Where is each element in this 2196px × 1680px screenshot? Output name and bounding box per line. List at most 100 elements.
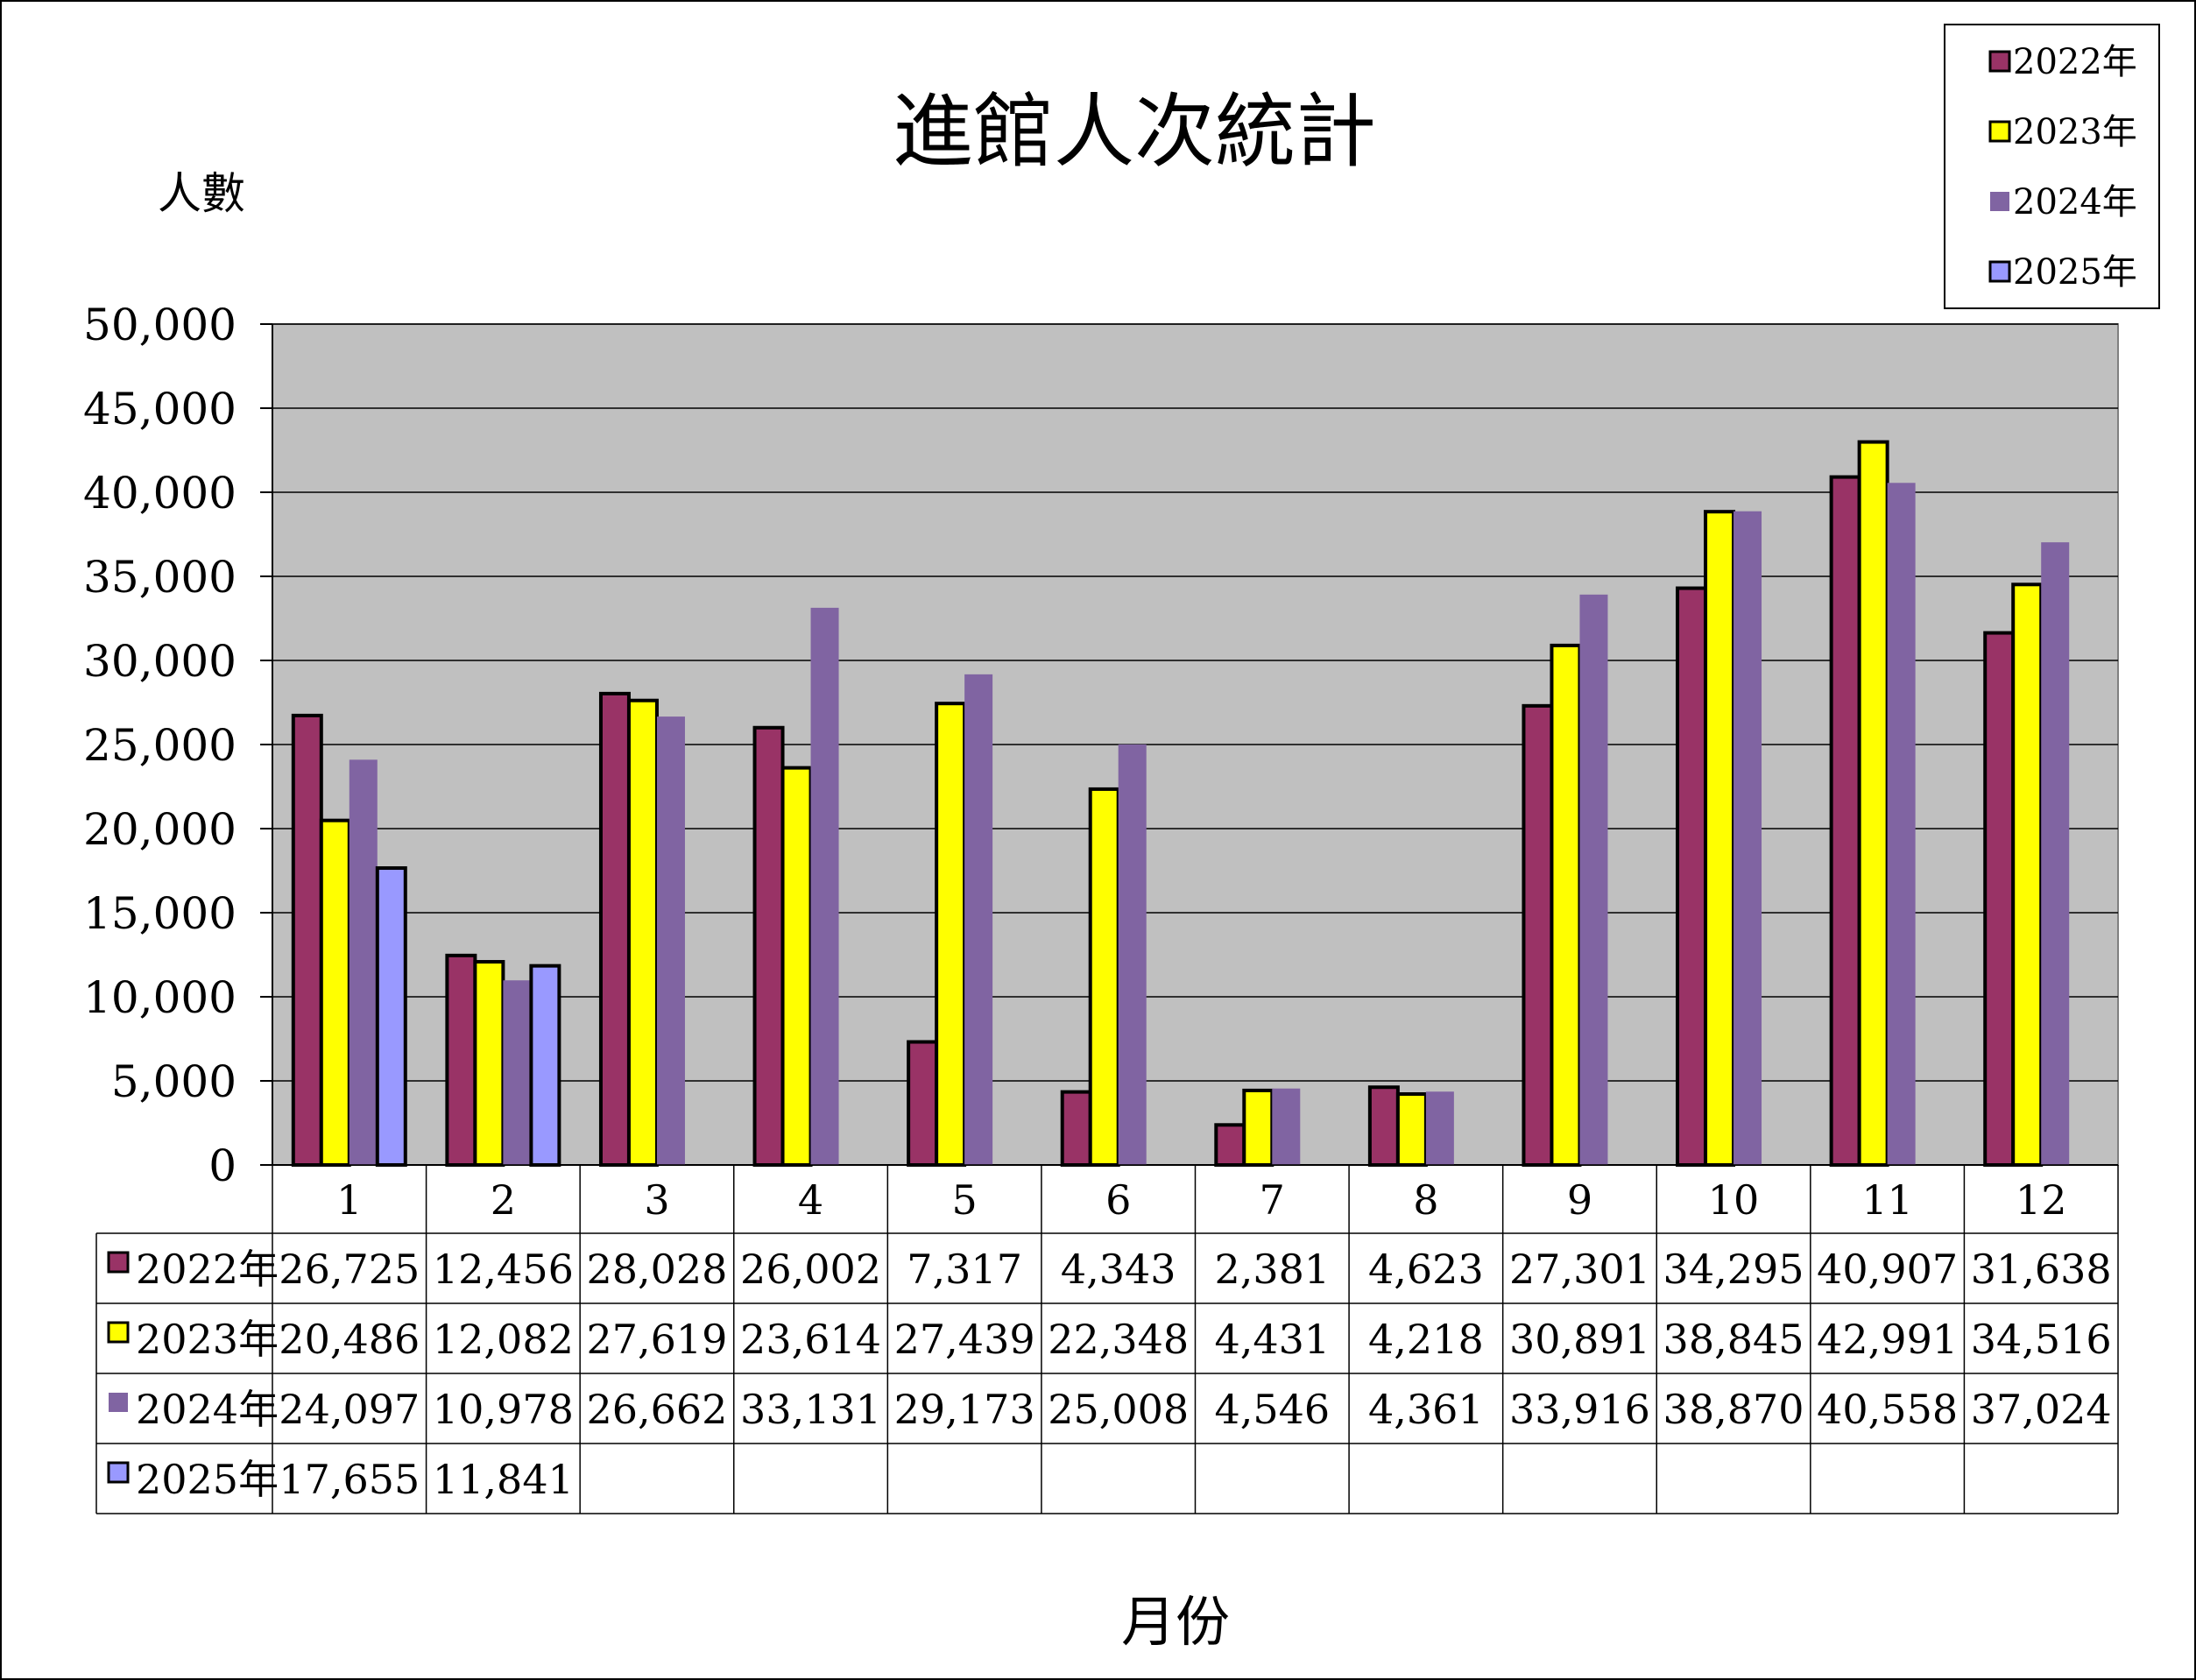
y-tick-label: 50,000 (83, 300, 237, 350)
bar-2022年-9 (1522, 703, 1554, 1167)
bar-2023年-11 (1857, 440, 1889, 1167)
data-label: 2,381 (1214, 1246, 1330, 1293)
bar-2023年-10 (1704, 510, 1736, 1167)
chart-title: 進館人次統計 (893, 85, 1376, 179)
data-label: 34,516 (1971, 1316, 2112, 1363)
bar-2023年-5 (935, 702, 967, 1167)
legend-label: 2025年 (2013, 252, 2137, 293)
data-label: 42,991 (1817, 1316, 1958, 1363)
x-axis-label: 月份 (1121, 1590, 1230, 1654)
x-tick-label: 4 (798, 1176, 823, 1224)
y-tick-label: 45,000 (83, 384, 237, 434)
bar-2023年-9 (1550, 643, 1582, 1167)
data-label: 38,845 (1663, 1316, 1804, 1363)
legend-swatch-2024年 (1990, 192, 2009, 211)
bar-2023年-3 (626, 698, 659, 1167)
data-label: 20,486 (279, 1316, 420, 1363)
bar-2024年-9 (1579, 594, 1608, 1165)
bar-2022年-11 (1829, 475, 1861, 1167)
data-label: 29,173 (894, 1386, 1035, 1433)
data-label: 30,891 (1509, 1316, 1650, 1363)
bar-2024年-1 (349, 759, 378, 1165)
bar-2025年-1 (375, 866, 407, 1167)
bar-2024年-6 (1118, 744, 1147, 1165)
x-tick-label: 9 (1567, 1176, 1592, 1224)
table-legend-key-2023年 (107, 1321, 130, 1344)
bar-2024年-11 (1887, 483, 1916, 1165)
bar-2023年-1 (319, 818, 351, 1168)
data-label: 10,978 (433, 1386, 574, 1433)
data-label: 4,343 (1061, 1246, 1176, 1293)
table-row-label: 2022年 (136, 1246, 279, 1293)
bar-2023年-12 (2011, 582, 2044, 1167)
data-label: 24,097 (279, 1386, 420, 1433)
data-label: 34,295 (1663, 1246, 1804, 1293)
table-row-label: 2023年 (136, 1316, 279, 1363)
bar-2023年-7 (1242, 1088, 1275, 1168)
bar-2023年-2 (473, 960, 505, 1168)
legend: 2022年 2023年 2024年 2025年 (1944, 24, 2160, 309)
bar-2023年-6 (1088, 787, 1120, 1167)
bar-2024年-3 (656, 716, 685, 1165)
bar-2024年-12 (2041, 542, 2070, 1165)
x-tick-label: 11 (1861, 1176, 1913, 1224)
table-legend-key-2025年 (107, 1461, 130, 1484)
data-label: 28,028 (586, 1246, 727, 1293)
bar-2024年-7 (1272, 1088, 1301, 1165)
bar-2022年-4 (752, 725, 785, 1167)
data-label: 11,841 (433, 1456, 574, 1503)
y-tick-label: 30,000 (83, 636, 237, 687)
y-axis-label: 人數 (158, 168, 245, 219)
data-label: 27,439 (894, 1316, 1035, 1363)
x-tick-label: 10 (1708, 1176, 1760, 1224)
bar-2022年-8 (1367, 1085, 1400, 1167)
bar-2024年-10 (1733, 511, 1762, 1165)
plot-area: 0 5,000 10,000 15,000 20,000 25,000 30,000 35,0… (83, 300, 2119, 1191)
y-tick-label: 0 (208, 1140, 237, 1191)
data-label: 26,725 (279, 1246, 420, 1293)
bar-2023年-8 (1395, 1092, 1428, 1168)
data-label: 27,301 (1509, 1246, 1650, 1293)
y-tick-label: 35,000 (83, 552, 237, 603)
bar-2024年-5 (964, 674, 993, 1165)
data-label: 40,558 (1817, 1386, 1958, 1433)
data-label: 4,431 (1214, 1316, 1330, 1363)
bar-2022年-7 (1214, 1123, 1246, 1167)
data-label: 27,619 (586, 1316, 727, 1363)
legend-swatch-2022年 (1988, 50, 2011, 73)
bar-2022年-2 (445, 953, 477, 1168)
x-tick-label: 6 (1105, 1176, 1131, 1224)
data-label: 33,131 (740, 1386, 881, 1433)
data-label: 38,870 (1663, 1386, 1804, 1433)
data-label: 25,008 (1048, 1386, 1189, 1433)
data-label: 26,002 (740, 1246, 881, 1293)
data-label: 12,456 (433, 1246, 574, 1293)
data-label: 26,662 (586, 1386, 727, 1433)
legend-label: 2023年 (2013, 112, 2137, 152)
table-legend-key-2024年 (109, 1393, 128, 1412)
bar-2023年-4 (780, 766, 813, 1167)
bar-2022年-3 (598, 691, 631, 1167)
y-tick-label: 10,000 (83, 972, 237, 1023)
data-label: 4,546 (1214, 1386, 1330, 1433)
data-label: 31,638 (1971, 1246, 2112, 1293)
y-tick-label: 40,000 (83, 468, 237, 519)
y-tick-label: 15,000 (83, 888, 237, 939)
data-label: 37,024 (1971, 1386, 2112, 1433)
x-tick-label: 1 (336, 1176, 362, 1224)
bar-2022年-12 (1983, 631, 2016, 1167)
legend-box (1944, 24, 2160, 309)
bar-2024年-2 (503, 980, 532, 1165)
bar-2022年-6 (1060, 1090, 1092, 1167)
legend-label: 2024年 (2013, 182, 2137, 222)
bar-2022年-5 (907, 1040, 939, 1167)
legend-swatch-2023年 (1988, 120, 2011, 143)
bar-2022年-1 (291, 713, 323, 1167)
y-tick-label: 20,000 (83, 804, 237, 855)
bar-2022年-10 (1676, 586, 1708, 1167)
bar-2024年-8 (1425, 1091, 1454, 1165)
data-label: 33,916 (1509, 1386, 1650, 1433)
data-label: 40,907 (1817, 1246, 1958, 1293)
